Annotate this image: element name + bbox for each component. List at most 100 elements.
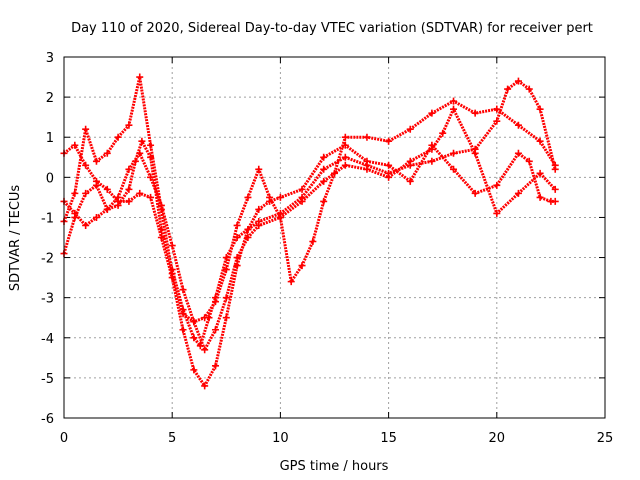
data-point-marker bbox=[168, 270, 176, 278]
data-point-marker bbox=[179, 286, 187, 294]
data-point-marker bbox=[244, 225, 252, 233]
y-tick-label: 1 bbox=[46, 131, 54, 146]
data-point-marker bbox=[201, 346, 209, 354]
data-point-marker bbox=[331, 169, 338, 177]
data-point-marker bbox=[92, 213, 100, 221]
data-point-marker bbox=[493, 117, 501, 125]
data-point-marker bbox=[514, 189, 522, 197]
data-point-marker bbox=[114, 197, 122, 205]
data-point-marker bbox=[125, 197, 133, 205]
data-point-marker bbox=[536, 193, 544, 201]
data-point-marker bbox=[450, 97, 458, 105]
data-point-marker bbox=[287, 278, 295, 286]
data-point-marker bbox=[179, 326, 187, 334]
data-point-marker bbox=[71, 209, 79, 217]
data-point-marker bbox=[222, 266, 230, 274]
data-point-marker bbox=[82, 221, 90, 229]
data-point-marker bbox=[233, 221, 241, 229]
data-point-marker bbox=[125, 165, 133, 173]
data-point-marker bbox=[157, 205, 165, 213]
plot-frame bbox=[63, 56, 606, 419]
data-point-marker bbox=[125, 185, 133, 193]
data-point-marker bbox=[211, 298, 219, 306]
data-point-marker bbox=[147, 193, 155, 201]
data-point-marker bbox=[211, 362, 219, 370]
data-point-marker bbox=[536, 105, 544, 113]
y-tick-label: -2 bbox=[41, 252, 54, 267]
data-point-marker bbox=[320, 165, 328, 173]
series-line-satellite-track-a bbox=[62, 79, 557, 348]
x-tick-label: 10 bbox=[272, 431, 289, 446]
data-series bbox=[60, 73, 559, 390]
y-tick-label: -5 bbox=[41, 372, 54, 387]
data-point-marker bbox=[385, 137, 393, 145]
data-point-marker bbox=[233, 254, 241, 262]
data-point-marker bbox=[233, 262, 241, 270]
data-point-marker bbox=[71, 141, 79, 149]
data-point-marker bbox=[471, 189, 479, 197]
data-point-marker bbox=[525, 157, 533, 165]
data-point-marker bbox=[298, 185, 306, 193]
series-line-satellite-track-c bbox=[63, 143, 556, 388]
data-point-marker bbox=[406, 125, 414, 133]
data-point-marker bbox=[551, 197, 559, 205]
data-point-marker bbox=[255, 205, 263, 213]
data-point-marker bbox=[168, 242, 176, 250]
data-point-marker bbox=[385, 161, 393, 169]
y-tick-label: -4 bbox=[41, 332, 54, 347]
series-line-satellite-track-d bbox=[62, 75, 557, 324]
data-point-marker bbox=[255, 165, 263, 173]
y-tick-label: -3 bbox=[41, 292, 54, 307]
data-point-marker bbox=[136, 149, 144, 157]
data-point-marker bbox=[82, 189, 90, 197]
data-point-marker bbox=[493, 209, 501, 217]
data-point-marker bbox=[222, 294, 230, 302]
y-tick-label: 0 bbox=[46, 171, 54, 186]
data-point-marker bbox=[514, 77, 522, 85]
y-tick-label: 3 bbox=[46, 51, 54, 66]
data-point-marker bbox=[320, 153, 328, 161]
data-point-marker bbox=[157, 234, 165, 241]
data-point-marker bbox=[525, 85, 533, 93]
data-point-marker bbox=[450, 105, 458, 113]
data-point-marker bbox=[244, 193, 252, 201]
data-point-marker bbox=[551, 185, 559, 193]
data-point-marker bbox=[406, 177, 414, 185]
data-point-marker bbox=[341, 161, 349, 169]
data-point-marker bbox=[471, 109, 479, 117]
data-point-marker bbox=[504, 85, 512, 93]
data-point-marker bbox=[92, 177, 100, 185]
data-point-marker bbox=[103, 149, 111, 157]
data-point-marker bbox=[320, 177, 328, 185]
data-point-marker bbox=[493, 181, 501, 189]
data-point-marker bbox=[147, 153, 155, 161]
data-point-marker bbox=[320, 197, 328, 205]
data-point-marker bbox=[341, 153, 349, 161]
data-point-marker bbox=[341, 133, 349, 141]
chart-title: Day 110 of 2020, Sidereal Day-to-day VTE… bbox=[71, 21, 593, 36]
data-point-marker bbox=[298, 262, 306, 270]
data-point-marker bbox=[114, 133, 122, 141]
data-point-marker bbox=[179, 310, 187, 318]
y-axis-label: SDTVAR / TECUs bbox=[8, 185, 23, 292]
data-point-marker bbox=[363, 133, 371, 141]
data-point-marker bbox=[514, 149, 522, 157]
data-point-marker bbox=[201, 314, 209, 322]
data-point-marker bbox=[276, 213, 284, 221]
data-point-marker bbox=[138, 137, 146, 145]
data-point-marker bbox=[82, 161, 90, 169]
data-point-marker bbox=[551, 161, 559, 169]
axis-ticks: 0 5 10 15 20 25 -6 -5 -4 -3 -2 -1 0 1 2 3 bbox=[41, 51, 613, 446]
data-point-marker bbox=[439, 129, 447, 137]
data-point-marker bbox=[309, 238, 317, 246]
data-point-marker bbox=[71, 189, 79, 197]
x-tick-label: 15 bbox=[380, 431, 397, 446]
y-tick-label: -6 bbox=[41, 412, 54, 427]
x-tick-label: 0 bbox=[60, 431, 68, 446]
x-axis-label: GPS time / hours bbox=[280, 459, 389, 474]
data-point-marker bbox=[536, 169, 544, 177]
data-point-marker bbox=[190, 334, 198, 342]
data-point-marker bbox=[450, 165, 458, 173]
x-tick-label: 25 bbox=[597, 431, 614, 446]
